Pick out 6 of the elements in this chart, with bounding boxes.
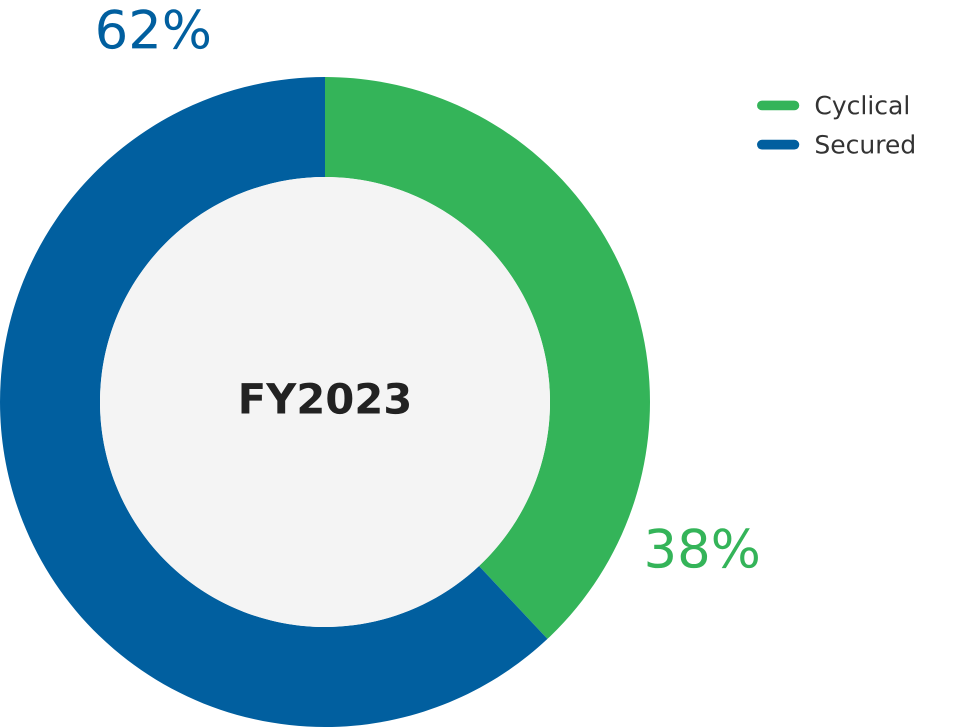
text: FY2023	[242, 382, 409, 414]
legend-label: Secured	[816, 134, 914, 154]
legend-label: Cyclical	[816, 95, 908, 120]
data-label: 62%	[98, 9, 210, 50]
data-label: 38%	[648, 528, 758, 568]
donut-slice	[0, 77, 548, 727]
